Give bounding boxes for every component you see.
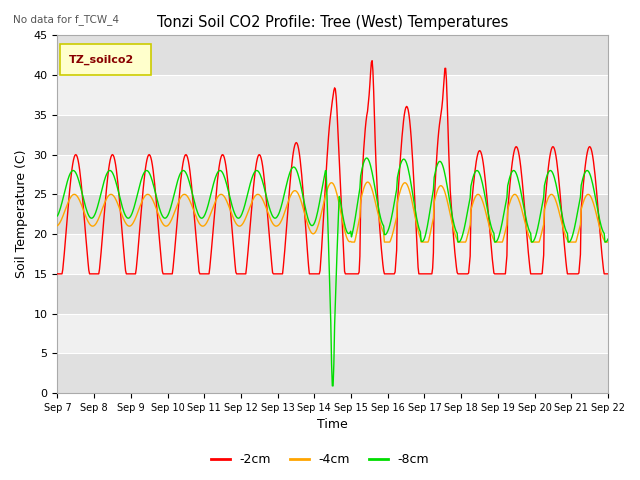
Bar bbox=[58, 274, 608, 313]
Bar bbox=[58, 115, 608, 155]
Text: No data for f_TCW_4: No data for f_TCW_4 bbox=[13, 14, 119, 25]
Bar bbox=[58, 155, 608, 194]
Y-axis label: Soil Temperature (C): Soil Temperature (C) bbox=[15, 150, 28, 278]
Bar bbox=[58, 313, 608, 353]
Text: TZ_soilco2: TZ_soilco2 bbox=[68, 54, 134, 65]
Bar bbox=[58, 194, 608, 234]
Legend: -2cm, -4cm, -8cm: -2cm, -4cm, -8cm bbox=[206, 448, 434, 471]
X-axis label: Time: Time bbox=[317, 419, 348, 432]
Bar bbox=[58, 75, 608, 115]
Bar bbox=[58, 36, 608, 75]
Title: Tonzi Soil CO2 Profile: Tree (West) Temperatures: Tonzi Soil CO2 Profile: Tree (West) Temp… bbox=[157, 15, 508, 30]
Bar bbox=[58, 234, 608, 274]
FancyBboxPatch shape bbox=[60, 44, 151, 75]
Bar bbox=[58, 353, 608, 393]
